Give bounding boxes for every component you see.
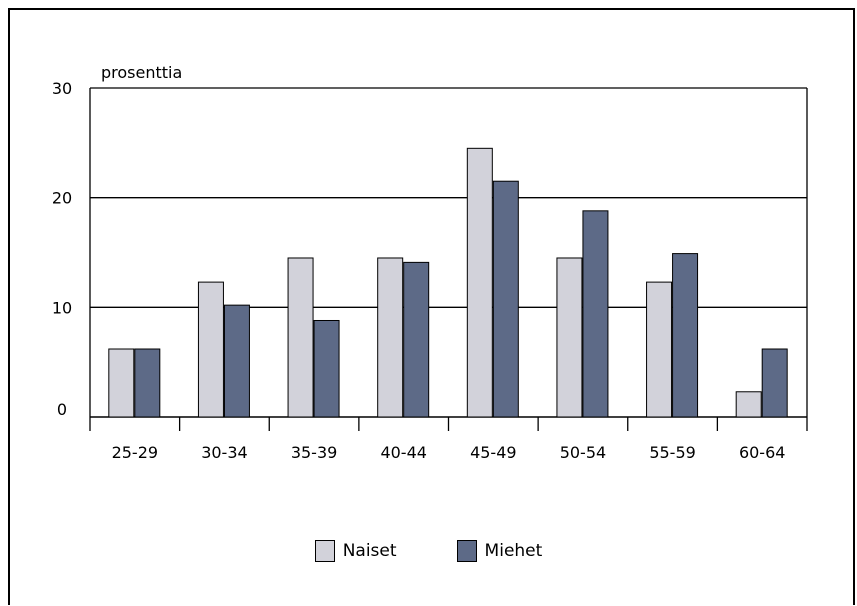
legend: Naiset Miehet <box>0 540 857 562</box>
y-axis-label: prosenttia <box>101 63 182 82</box>
x-tick-label-40-44: 40-44 <box>380 443 427 462</box>
bar-naiset-30-34 <box>197 281 224 418</box>
legend-swatch-naiset <box>314 540 335 562</box>
bar-miehet-55-59 <box>672 253 699 418</box>
x-tick-label-55-59: 55-59 <box>649 443 696 462</box>
y-tick-label-0: 0 <box>57 400 67 419</box>
x-tick-label-50-54: 50-54 <box>560 443 607 462</box>
bar-miehet-50-54 <box>582 210 609 418</box>
y-tick-label-20: 20 <box>52 189 72 208</box>
bar-naiset-55-59 <box>646 281 673 418</box>
bar-miehet-45-49 <box>492 180 519 418</box>
bar-miehet-25-29 <box>134 348 161 418</box>
x-tick-label-45-49: 45-49 <box>470 443 517 462</box>
bar-naiset-60-64 <box>735 391 762 418</box>
legend-swatch-miehet <box>456 540 477 562</box>
legend-item-naiset: Naiset <box>314 540 397 562</box>
bar-miehet-30-34 <box>223 304 250 418</box>
legend-label-naiset: Naiset <box>342 541 397 561</box>
bar-miehet-35-39 <box>313 319 340 418</box>
bar-miehet-60-64 <box>761 348 788 418</box>
x-tick-label-30-34: 30-34 <box>201 443 248 462</box>
x-tick-label-25-29: 25-29 <box>112 443 159 462</box>
bar-naiset-40-44 <box>377 257 404 418</box>
y-tick-label-10: 10 <box>52 298 72 317</box>
bar-naiset-50-54 <box>556 257 583 418</box>
bar-naiset-25-29 <box>108 348 135 418</box>
bar-naiset-45-49 <box>466 147 493 418</box>
legend-label-miehet: Miehet <box>484 541 543 561</box>
legend-item-miehet: Miehet <box>456 540 543 562</box>
x-tick-label-35-39: 35-39 <box>291 443 338 462</box>
y-tick-label-30: 30 <box>52 79 72 98</box>
chart-frame <box>8 8 855 605</box>
x-tick-label-60-64: 60-64 <box>739 443 786 462</box>
bar-naiset-35-39 <box>287 257 314 418</box>
bar-miehet-40-44 <box>403 261 430 418</box>
